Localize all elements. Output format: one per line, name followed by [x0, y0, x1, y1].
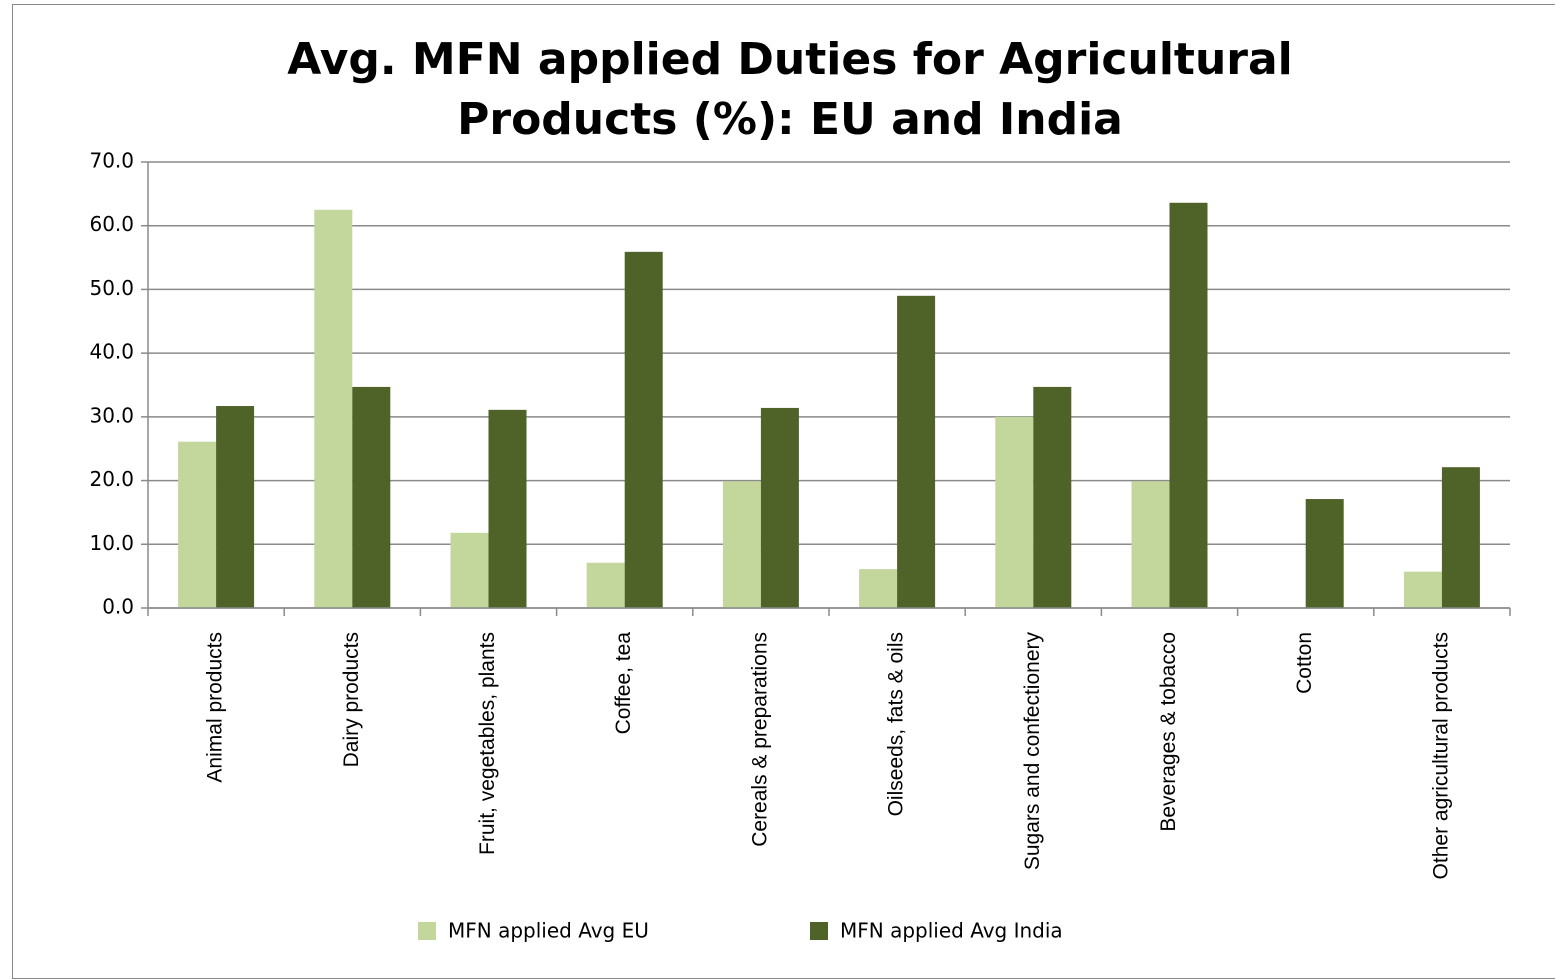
bar — [722, 481, 761, 608]
bar — [1403, 571, 1442, 608]
legend-label: MFN applied Avg EU — [448, 919, 649, 943]
bar — [488, 409, 527, 608]
x-tick-label: Cotton — [1293, 632, 1316, 694]
bar — [1441, 467, 1480, 608]
x-tick-label: Dairy products — [340, 632, 363, 767]
y-tick-label: 40.0 — [89, 340, 134, 364]
bar — [1033, 386, 1072, 608]
bar — [450, 532, 489, 608]
x-tick-label: Other agricultural products — [1429, 632, 1452, 879]
bar — [760, 407, 799, 608]
x-tick-label: Animal products — [204, 632, 227, 783]
bar — [586, 562, 625, 608]
legend-swatch — [418, 922, 436, 940]
legend-label: MFN applied Avg India — [840, 919, 1063, 943]
x-tick-label: Coffee, tea — [612, 632, 635, 735]
legend-swatch — [810, 922, 828, 940]
y-tick-label: 0.0 — [102, 595, 134, 619]
bar — [178, 441, 217, 608]
y-tick-label: 60.0 — [89, 212, 134, 236]
bar — [859, 569, 898, 608]
x-tick-label: Fruit, vegetables, plants — [476, 632, 499, 855]
bar — [1131, 481, 1170, 608]
chart-title: Avg. MFN applied Duties for Agricultural… — [287, 34, 1293, 145]
bar — [624, 251, 663, 608]
x-tick-label: Sugars and confectionery — [1021, 632, 1044, 871]
bar — [352, 386, 391, 608]
bar — [314, 209, 353, 609]
x-tick-label: Beverages & tobacco — [1157, 632, 1180, 832]
bar — [897, 295, 936, 608]
bar — [1305, 499, 1344, 608]
y-tick-label: 70.0 — [89, 149, 134, 173]
bar — [995, 416, 1034, 608]
x-tick-label: Cereals & preparations — [748, 632, 771, 847]
y-tick-label: 20.0 — [89, 467, 134, 491]
x-tick-label: Oilseeds, fats & oils — [885, 632, 908, 816]
y-tick-label: 50.0 — [89, 276, 134, 300]
bar — [1169, 202, 1208, 608]
y-tick-label: 10.0 — [89, 531, 134, 555]
bar — [216, 406, 255, 608]
y-tick-label: 30.0 — [89, 403, 134, 427]
